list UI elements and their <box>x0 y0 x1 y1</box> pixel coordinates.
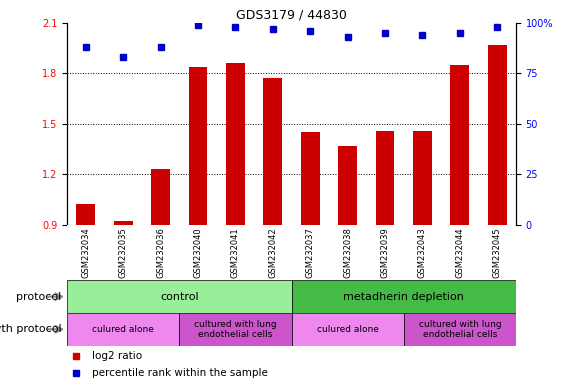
Text: GSM232040: GSM232040 <box>194 227 202 278</box>
Bar <box>338 146 357 225</box>
Text: cultured with lung
endothelial cells: cultured with lung endothelial cells <box>419 319 501 339</box>
Text: control: control <box>160 291 199 302</box>
Text: culured alone: culured alone <box>92 325 154 334</box>
Text: GSM232045: GSM232045 <box>493 227 502 278</box>
Bar <box>67 313 179 346</box>
Bar <box>375 131 394 225</box>
Text: GSM232044: GSM232044 <box>455 227 464 278</box>
Bar <box>67 280 292 313</box>
Text: GSM232043: GSM232043 <box>418 227 427 278</box>
Bar <box>488 45 507 225</box>
Bar <box>226 63 245 225</box>
Text: growth protocol: growth protocol <box>0 324 61 334</box>
Title: GDS3179 / 44830: GDS3179 / 44830 <box>236 9 347 22</box>
Text: GSM232041: GSM232041 <box>231 227 240 278</box>
Bar <box>292 313 403 346</box>
Bar <box>179 313 292 346</box>
Text: GSM232038: GSM232038 <box>343 227 352 278</box>
Text: GSM232035: GSM232035 <box>119 227 128 278</box>
Text: percentile rank within the sample: percentile rank within the sample <box>92 368 268 378</box>
Text: GSM232037: GSM232037 <box>305 227 315 278</box>
Bar <box>451 65 469 225</box>
Text: GSM232042: GSM232042 <box>268 227 278 278</box>
Text: metadherin depletion: metadherin depletion <box>343 291 464 302</box>
Text: cultured with lung
endothelial cells: cultured with lung endothelial cells <box>194 319 277 339</box>
Bar <box>76 205 95 225</box>
Bar <box>413 131 432 225</box>
Bar <box>292 280 516 313</box>
Bar <box>114 221 132 225</box>
Text: protocol: protocol <box>16 291 61 302</box>
Bar <box>151 169 170 225</box>
Bar <box>264 78 282 225</box>
Text: log2 ratio: log2 ratio <box>92 351 142 361</box>
Bar <box>301 132 319 225</box>
Bar <box>403 313 516 346</box>
Text: GSM232036: GSM232036 <box>156 227 165 278</box>
Bar <box>189 67 208 225</box>
Text: GSM232039: GSM232039 <box>381 227 389 278</box>
Text: culured alone: culured alone <box>317 325 378 334</box>
Text: GSM232034: GSM232034 <box>81 227 90 278</box>
